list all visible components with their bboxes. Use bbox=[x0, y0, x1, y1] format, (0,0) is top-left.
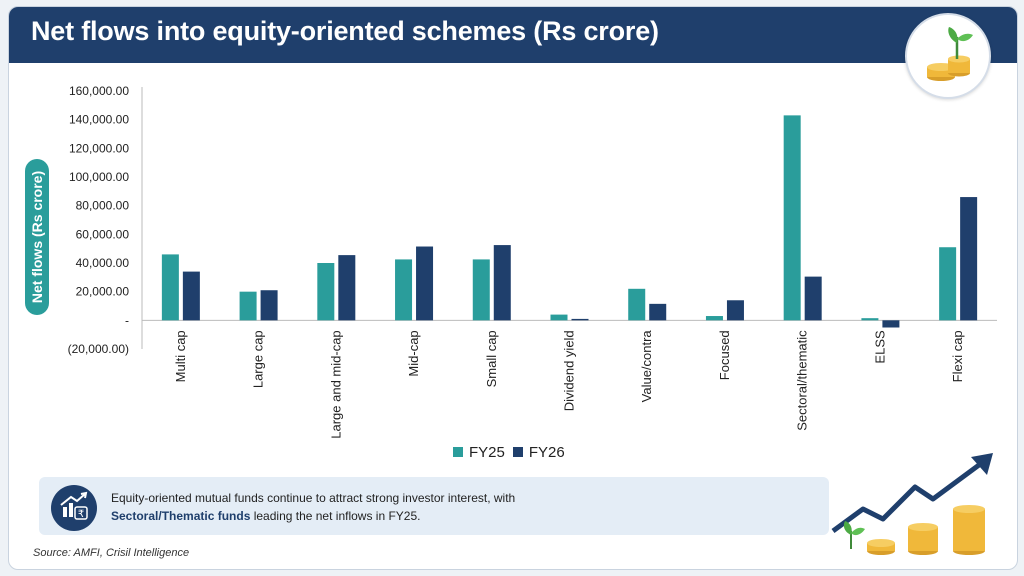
y-tick-label: 80,000.00 bbox=[76, 199, 130, 213]
page-title: Net flows into equity-oriented schemes (… bbox=[31, 16, 659, 46]
x-tick-label: Mid-cap bbox=[406, 330, 421, 376]
bar-fy26-10 bbox=[960, 197, 978, 321]
info-highlight: Sectoral/Thematic funds bbox=[111, 509, 251, 523]
info-text-rest: leading the net inflows in FY25. bbox=[250, 509, 421, 523]
bar-fy25-10 bbox=[939, 247, 957, 321]
legend-item-fy26: FY26 bbox=[512, 443, 565, 461]
bar-fy25-1 bbox=[239, 291, 257, 321]
bar-fy25-2 bbox=[317, 263, 335, 321]
y-tick-label: 120,000.00 bbox=[69, 141, 129, 155]
y-tick-label: - bbox=[125, 313, 129, 327]
x-tick-label: Small cap bbox=[484, 330, 499, 387]
x-tick-label: Large cap bbox=[251, 330, 266, 388]
bar-fy26-1 bbox=[260, 290, 278, 321]
x-tick-label: ELSS bbox=[872, 330, 887, 364]
bar-fy26-2 bbox=[338, 255, 356, 321]
bar-chart: 160,000.00 140,000.00 120,000.00 100,000.00… bbox=[68, 84, 997, 439]
rising-arrow-coins-icon bbox=[831, 453, 993, 555]
header-bar: Net flows into equity-oriented schemes (… bbox=[9, 7, 1017, 63]
bar-fy25-8 bbox=[783, 115, 801, 321]
y-tick-label: 60,000.00 bbox=[76, 227, 130, 241]
info-text-line1: Equity-oriented mutual funds continue to… bbox=[111, 491, 516, 505]
legend-label-fy25: FY25 bbox=[469, 443, 505, 461]
y-tick-label: 100,000.00 bbox=[69, 170, 129, 184]
y-tick-label: (20,000.00) bbox=[68, 342, 129, 356]
source-note: Source: AMFI, Crisil Intelligence bbox=[33, 547, 190, 559]
x-tick-label: Large and mid-cap bbox=[328, 330, 343, 438]
x-tick-label: Sectoral/thematic bbox=[795, 330, 810, 431]
bar-fy26-5 bbox=[571, 318, 589, 321]
legend: FY25 FY26 bbox=[453, 443, 565, 461]
bar-fy26-3 bbox=[416, 246, 434, 321]
bar-fy25-0 bbox=[161, 254, 179, 321]
x-tick-label: Dividend yield bbox=[562, 330, 577, 411]
bar-fy25-6 bbox=[628, 288, 646, 321]
svg-text:₹: ₹ bbox=[78, 509, 84, 520]
y-tick-label: 40,000.00 bbox=[76, 256, 130, 270]
y-tick-label: 160,000.00 bbox=[69, 84, 129, 98]
x-tick-label: Multi cap bbox=[173, 330, 188, 382]
bar-fy25-4 bbox=[472, 259, 490, 321]
legend-item-fy25: FY25 bbox=[453, 444, 505, 461]
rupee-growth-chart-icon: ₹ bbox=[51, 485, 97, 531]
info-text-line2: Sectoral/Thematic funds leading the net … bbox=[111, 509, 420, 523]
info-box: ₹ Equity-oriented mutual funds continue … bbox=[39, 477, 829, 535]
bar-fy25-9 bbox=[861, 318, 879, 321]
bar-fy26-4 bbox=[493, 245, 511, 321]
legend-swatch-fy26 bbox=[512, 447, 523, 457]
bar-fy26-6 bbox=[649, 303, 667, 321]
bar-fy26-0 bbox=[182, 271, 200, 321]
x-tick-label: Flexi cap bbox=[950, 330, 965, 382]
legend-label-fy26: FY26 bbox=[528, 443, 565, 461]
y-tick-label: 140,000.00 bbox=[69, 113, 129, 127]
bar-fy26-9 bbox=[882, 320, 900, 328]
y-axis-label-pill bbox=[25, 159, 49, 315]
bar-fy25-7 bbox=[705, 316, 723, 321]
legend-swatch-fy25 bbox=[453, 447, 463, 457]
x-tick-label: Value/contra bbox=[639, 330, 654, 403]
x-tick-label: Focused bbox=[717, 330, 732, 380]
page-card: Net flows into equity-oriented schemes (… bbox=[8, 6, 1018, 570]
plant-coins-icon bbox=[905, 13, 991, 99]
y-tick-label: 20,000.00 bbox=[76, 285, 130, 299]
bar-fy25-5 bbox=[550, 314, 568, 321]
bar-fy25-3 bbox=[395, 259, 413, 321]
bar-fy26-8 bbox=[804, 276, 822, 321]
bar-fy26-7 bbox=[726, 300, 744, 321]
